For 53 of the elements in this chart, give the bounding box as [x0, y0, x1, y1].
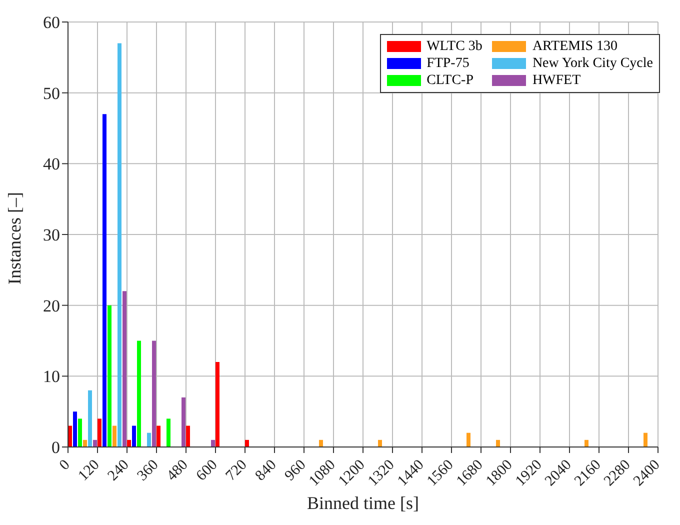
x-tick-label: 480: [164, 456, 192, 484]
bar: [78, 418, 82, 447]
bar: [147, 432, 151, 447]
x-tick-label: 0: [56, 456, 74, 474]
bar: [127, 440, 131, 447]
bar: [319, 440, 323, 447]
y-tick-label: 50: [43, 84, 60, 103]
y-tick-label: 60: [43, 13, 60, 32]
legend-label: HWFET: [532, 72, 581, 89]
x-tick-label: 840: [252, 456, 280, 484]
bar: [216, 362, 220, 447]
y-tick-label: 30: [43, 226, 60, 245]
bar: [137, 340, 141, 447]
x-tick-label: 960: [282, 456, 310, 484]
bar: [108, 305, 112, 447]
bar: [186, 426, 190, 447]
bar: [73, 412, 77, 447]
x-axis-title: Binned time [s]: [307, 493, 419, 513]
bar: [584, 440, 588, 447]
y-tick-label: 10: [43, 367, 60, 386]
bar: [496, 440, 500, 447]
bar: [466, 432, 470, 447]
bar: [166, 418, 170, 447]
bar: [83, 440, 87, 447]
bar: [152, 340, 156, 447]
x-tick-label: 240: [105, 456, 132, 484]
bar: [112, 426, 116, 447]
bar: [182, 397, 186, 447]
x-tick-label: 120: [76, 456, 103, 484]
x-tick-label: 720: [223, 456, 250, 484]
legend-label: FTP-75: [426, 55, 470, 72]
x-tick-label: 360: [134, 456, 162, 484]
bar: [156, 426, 160, 447]
y-tick-label: 40: [43, 154, 60, 174]
x-tick-label: 600: [194, 456, 221, 484]
bar: [644, 432, 648, 447]
legend-label: New York City Cycle: [532, 55, 653, 72]
bar: [211, 440, 215, 447]
bar: [122, 291, 126, 447]
bar: [245, 440, 249, 447]
legend-label: WLTC 3b: [426, 38, 482, 55]
y-tick-label: 20: [43, 296, 60, 316]
bar: [378, 440, 382, 447]
y-tick-label: 0: [52, 438, 60, 458]
bar: [98, 418, 102, 447]
legend-label: ARTEMIS 130: [532, 38, 618, 55]
y-axis-title: Instances [–]: [4, 192, 24, 284]
bar: [118, 43, 122, 447]
bar: [102, 114, 106, 447]
bar: [88, 390, 92, 447]
bar: [93, 440, 97, 447]
legend-label: CLTC-P: [426, 72, 474, 89]
bar: [132, 426, 136, 447]
